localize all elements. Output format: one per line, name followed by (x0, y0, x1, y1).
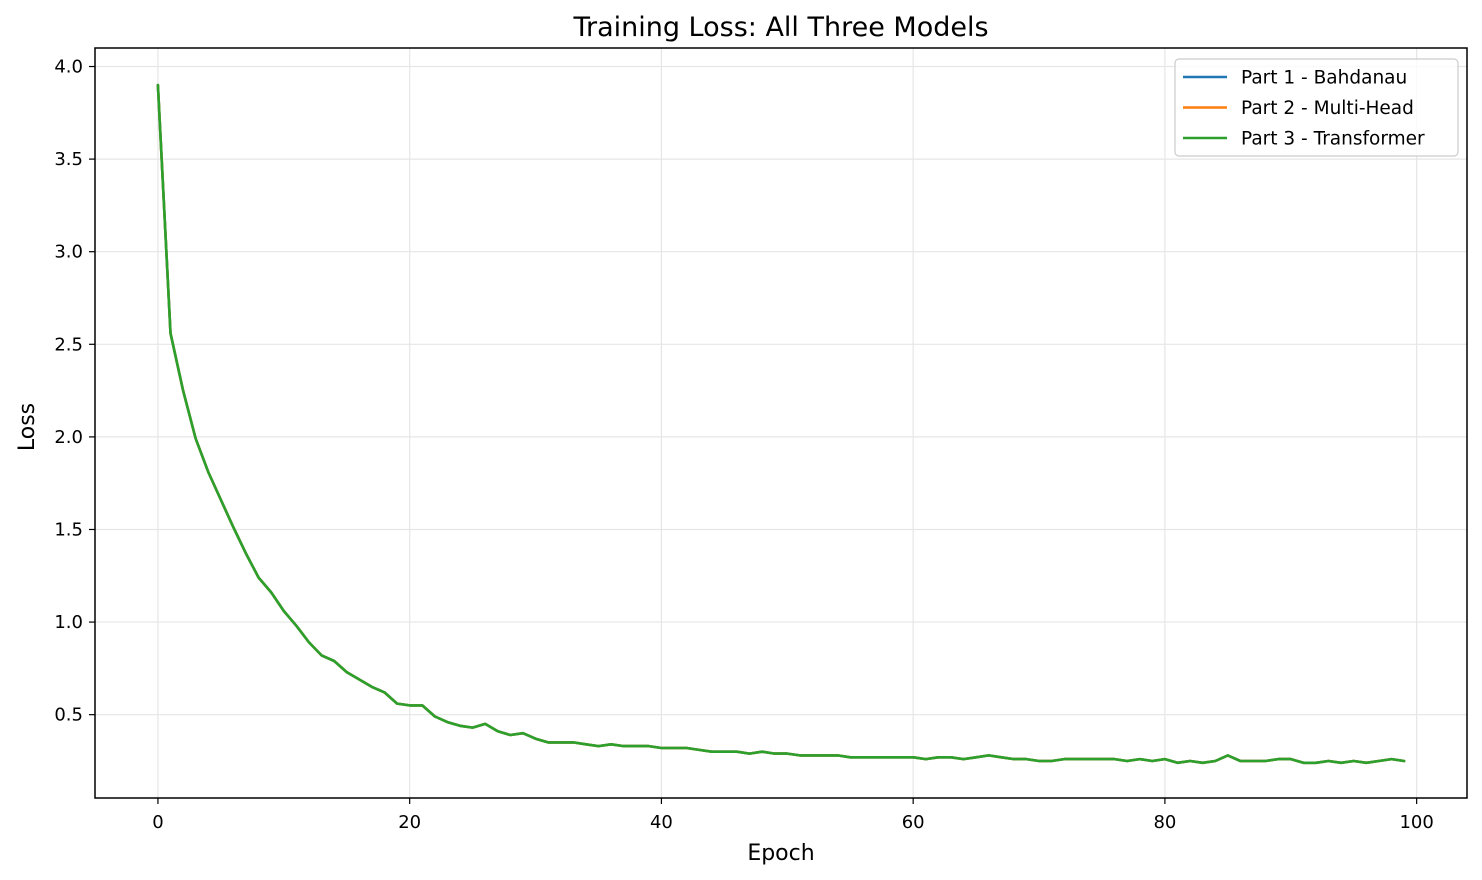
y-tick-label: 0.5 (54, 705, 83, 726)
x-axis-ticks: 0 20 40 60 80 100 (152, 798, 1434, 833)
series-line-3 (156, 83, 1406, 765)
plot-frame (94, 47, 1468, 799)
chart-title: Training Loss: All Three Models (572, 12, 988, 43)
grid-lines (95, 48, 1467, 798)
y-tick-label: 3.0 (54, 242, 83, 263)
series-lines (156, 83, 1406, 765)
y-tick-label: 2.0 (54, 427, 83, 448)
y-tick-label: 3.5 (54, 149, 83, 170)
x-tick-label: 100 (1399, 812, 1433, 833)
x-tick-label: 0 (152, 812, 163, 833)
y-axis-ticks: 0.5 1.0 1.5 2.0 2.5 3.0 3.5 4.0 (54, 57, 95, 726)
y-tick-label: 4.0 (54, 57, 83, 78)
legend-label: Part 1 - Bahdanau (1241, 68, 1407, 89)
x-tick-label: 60 (902, 812, 925, 833)
y-tick-label: 1.5 (54, 519, 83, 540)
legend-box (1174, 58, 1459, 157)
y-tick-label: 1.0 (54, 612, 83, 633)
y-tick-label: 2.5 (54, 334, 83, 355)
y-axis-label: Loss (15, 403, 40, 451)
x-tick-label: 80 (1153, 812, 1176, 833)
x-tick-label: 20 (398, 812, 421, 833)
x-axis-label: Epoch (747, 841, 814, 866)
x-tick-label: 40 (650, 812, 673, 833)
legend-label: Part 2 - Multi-Head (1241, 98, 1414, 119)
legend: Part 1 - Bahdanau Part 2 - Multi-Head Part… (1174, 58, 1459, 157)
legend-label: Part 3 - Transformer (1241, 129, 1425, 150)
